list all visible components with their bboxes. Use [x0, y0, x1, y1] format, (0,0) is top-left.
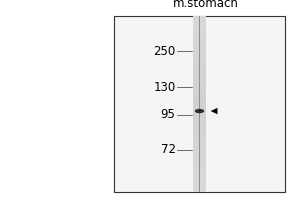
Bar: [193, 69, 206, 73]
Bar: [193, 25, 206, 29]
Bar: [193, 42, 206, 47]
Bar: [193, 121, 206, 126]
Bar: [193, 77, 206, 82]
Bar: [193, 161, 206, 166]
Bar: [199, 16, 200, 192]
Bar: [114, 16, 285, 192]
Bar: [193, 139, 206, 144]
Bar: [193, 47, 206, 51]
Bar: [193, 113, 206, 117]
Bar: [193, 174, 206, 179]
Bar: [193, 126, 206, 130]
Bar: [193, 130, 206, 135]
Text: 250: 250: [153, 45, 176, 58]
Bar: [193, 99, 206, 104]
Polygon shape: [211, 108, 218, 114]
Text: 95: 95: [161, 108, 176, 121]
Bar: [193, 148, 206, 152]
Bar: [193, 60, 206, 64]
Text: 72: 72: [160, 143, 175, 156]
Bar: [193, 117, 206, 122]
Bar: [193, 170, 206, 174]
Text: m.stomach: m.stomach: [172, 0, 239, 10]
Bar: [193, 16, 206, 20]
Bar: [193, 20, 206, 25]
Bar: [193, 82, 206, 86]
Bar: [193, 183, 206, 188]
Bar: [193, 33, 206, 38]
Bar: [193, 152, 206, 157]
Bar: [193, 86, 206, 91]
Bar: [193, 104, 206, 108]
Bar: [193, 38, 206, 42]
Text: 130: 130: [153, 81, 176, 94]
Bar: [193, 165, 206, 170]
Bar: [193, 108, 206, 113]
Bar: [193, 29, 206, 34]
Bar: [193, 135, 206, 139]
Bar: [193, 143, 206, 148]
Bar: [193, 95, 206, 100]
Ellipse shape: [195, 109, 204, 113]
Bar: [193, 187, 206, 192]
Bar: [193, 91, 206, 95]
Bar: [193, 73, 206, 78]
Bar: [193, 64, 206, 69]
Bar: [193, 157, 206, 161]
Bar: [193, 55, 206, 60]
Bar: [193, 51, 206, 56]
Bar: [193, 179, 206, 183]
